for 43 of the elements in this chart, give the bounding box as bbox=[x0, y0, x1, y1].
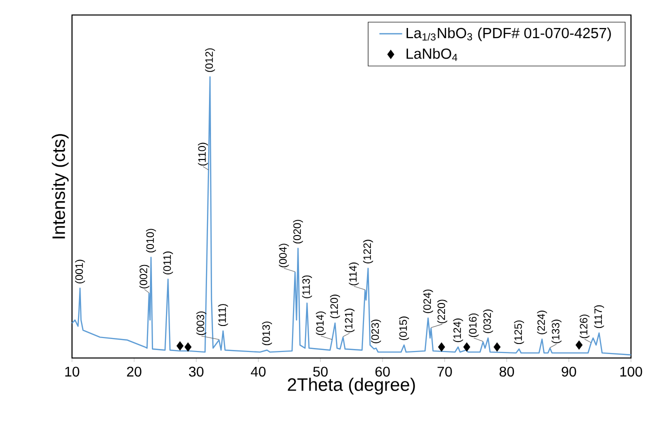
annotation: (001) bbox=[75, 260, 85, 284]
annotation: (117) bbox=[594, 305, 604, 328]
annotation: (015) bbox=[399, 316, 410, 340]
annotation: (224) bbox=[537, 310, 548, 334]
annotation: (012) bbox=[205, 48, 215, 72]
annotation: (023) bbox=[371, 320, 382, 344]
annotation: (133) bbox=[552, 320, 562, 344]
annotation: (032) bbox=[483, 310, 494, 334]
x-tick-label: 20 bbox=[127, 366, 142, 377]
annotation: (020) bbox=[293, 220, 303, 244]
annotation: (003) bbox=[196, 311, 206, 336]
legend-label: La$_{1/3}$NbO$_{3}$ (PDF# 01-070-4257) bbox=[406, 27, 611, 42]
annotation: (110) bbox=[198, 142, 208, 166]
annotation: (002) bbox=[139, 264, 150, 288]
legend-label: LaNbO$_{4}$ bbox=[406, 48, 458, 61]
x-tick-label: 70 bbox=[438, 366, 452, 377]
x-tick-label: 90 bbox=[562, 366, 576, 377]
annotation: (016) bbox=[468, 313, 479, 338]
annotation: (004) bbox=[278, 244, 289, 268]
annotation: (113) bbox=[302, 275, 312, 298]
annotation: (120) bbox=[330, 294, 340, 318]
annotation: (114) bbox=[348, 262, 359, 286]
annotation: (024) bbox=[423, 290, 434, 314]
x-tick-label: 50 bbox=[313, 366, 328, 377]
x-tick-label: 30 bbox=[188, 366, 204, 377]
annotation: (126) bbox=[580, 314, 590, 338]
y-axis-title: Intensity (cts) bbox=[52, 134, 69, 238]
annotation: (125) bbox=[514, 320, 524, 344]
x-tick-label: 10 bbox=[65, 366, 80, 377]
x-tick-label: 80 bbox=[500, 366, 514, 377]
x-tick-label: 40 bbox=[250, 366, 266, 377]
annotation: (011) bbox=[163, 252, 174, 274]
x-tick-label: 100 bbox=[620, 366, 642, 377]
annotation: (013) bbox=[262, 322, 272, 346]
annotation: (014) bbox=[316, 311, 326, 336]
x-axis-title: 2Theta (degree) bbox=[288, 378, 415, 395]
x-tick-label: 60 bbox=[375, 366, 390, 377]
annotation: (220) bbox=[437, 300, 448, 324]
annotation: (010) bbox=[146, 228, 156, 252]
annotation: (122) bbox=[363, 240, 374, 264]
annotation: (111) bbox=[218, 304, 228, 326]
annotation: (124) bbox=[453, 318, 464, 342]
annotation: (121) bbox=[344, 308, 355, 332]
